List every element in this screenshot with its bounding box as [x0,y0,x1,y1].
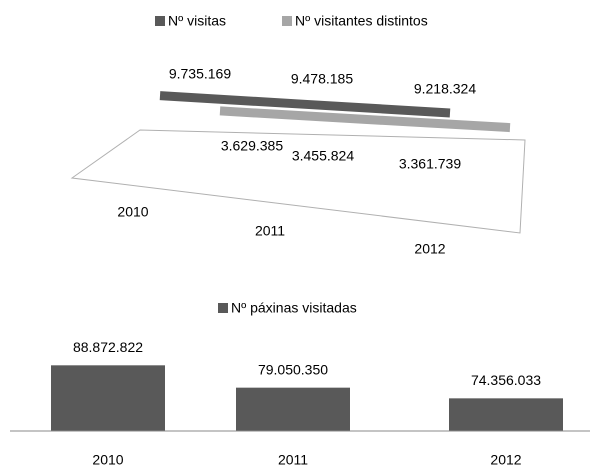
data-label: 3.629.385 [221,138,283,154]
x-tick-label: 2010 [92,452,123,468]
x-tick-label: 2010 [117,204,148,220]
x-tick-label: 2012 [414,241,445,257]
bar [51,365,165,431]
legend-swatch [218,303,228,313]
series-ribbon [219,106,511,133]
data-label: 9.735.169 [169,66,231,82]
data-label: 9.478.185 [291,71,353,87]
data-label: 3.361.739 [399,156,461,172]
x-tick-label: 2011 [278,452,308,468]
bar [236,387,350,431]
data-label: 3.455.824 [292,148,354,164]
data-label: 9.218.324 [414,81,476,97]
legend-label: Nº visitantes distintos [295,13,428,29]
floor [70,129,526,234]
legend-label: Nº páxinas visitadas [231,300,357,316]
legend-swatch [282,16,292,26]
x-tick-label: 2011 [255,223,285,239]
series-ribbon [159,91,451,118]
legend-label: Nº visitas [168,13,226,29]
data-label: 74.356.033 [471,372,541,388]
bar [449,398,563,431]
legend-swatch [155,16,165,26]
x-tick-label: 2012 [490,452,521,468]
data-label: 88.872.822 [73,339,143,355]
data-label: 79.050.350 [258,361,328,377]
